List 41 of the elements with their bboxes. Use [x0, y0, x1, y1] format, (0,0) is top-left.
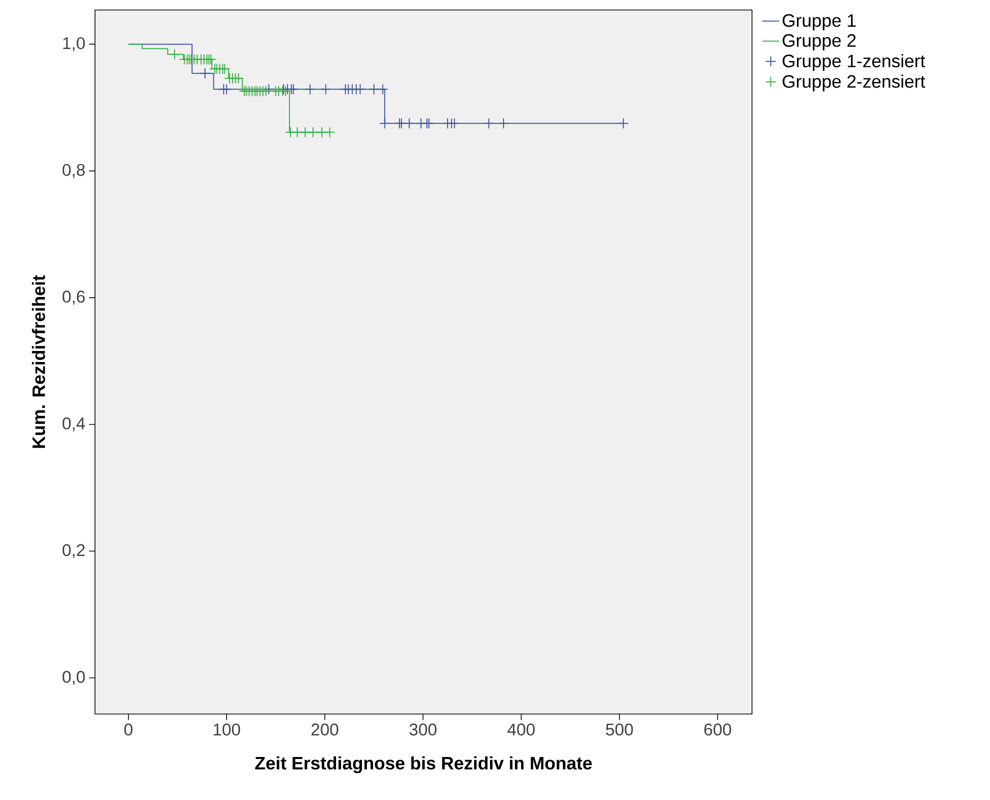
point: [199, 68, 210, 79]
point: [498, 118, 510, 129]
point: [368, 84, 380, 95]
x-tick-label: 500: [606, 724, 633, 736]
point: [232, 72, 244, 84]
legend-label: Gruppe 2-zensiert: [782, 74, 926, 92]
x-tick-label: 400: [507, 724, 535, 736]
point: [320, 84, 332, 95]
point: [483, 118, 494, 129]
point: [292, 126, 303, 138]
x-tick-label: 200: [312, 724, 338, 736]
point: [221, 84, 232, 95]
legend-label: Gruppe 1-zensiert: [782, 54, 926, 71]
y-tick-label: 0,0: [62, 670, 85, 685]
point: [308, 126, 319, 138]
point: [304, 84, 316, 95]
x-tick-label: 0: [124, 724, 132, 736]
point: [448, 118, 460, 129]
point: [377, 84, 388, 95]
point: [316, 126, 328, 138]
point: [300, 126, 311, 138]
x-tick-label: 100: [214, 724, 240, 736]
point: [379, 118, 390, 129]
x-tick-label: 600: [704, 724, 732, 736]
y-tick-label: 0,2: [62, 544, 85, 558]
legend-label: Gruppe 1: [782, 14, 856, 30]
x-tick-label: 300: [410, 724, 436, 736]
point: [263, 84, 274, 95]
point: [618, 118, 629, 129]
y-tick-label: 0,6: [62, 290, 85, 305]
point: [169, 48, 180, 60]
y-tick-label: 0,4: [62, 417, 85, 432]
y-axis-title: Kum. Rezidivfreiheit: [32, 275, 46, 448]
y-tick-label: 0,8: [62, 164, 85, 178]
point: [404, 118, 415, 129]
point: [260, 86, 272, 97]
point: [324, 126, 336, 138]
y-tick-label: 1,0: [63, 37, 85, 52]
x-axis-title: Zeit Erstdiagnose bis Rezidiv in Monate: [255, 756, 592, 774]
point: [354, 84, 366, 95]
legend-label: Gruppe 2: [782, 34, 856, 50]
